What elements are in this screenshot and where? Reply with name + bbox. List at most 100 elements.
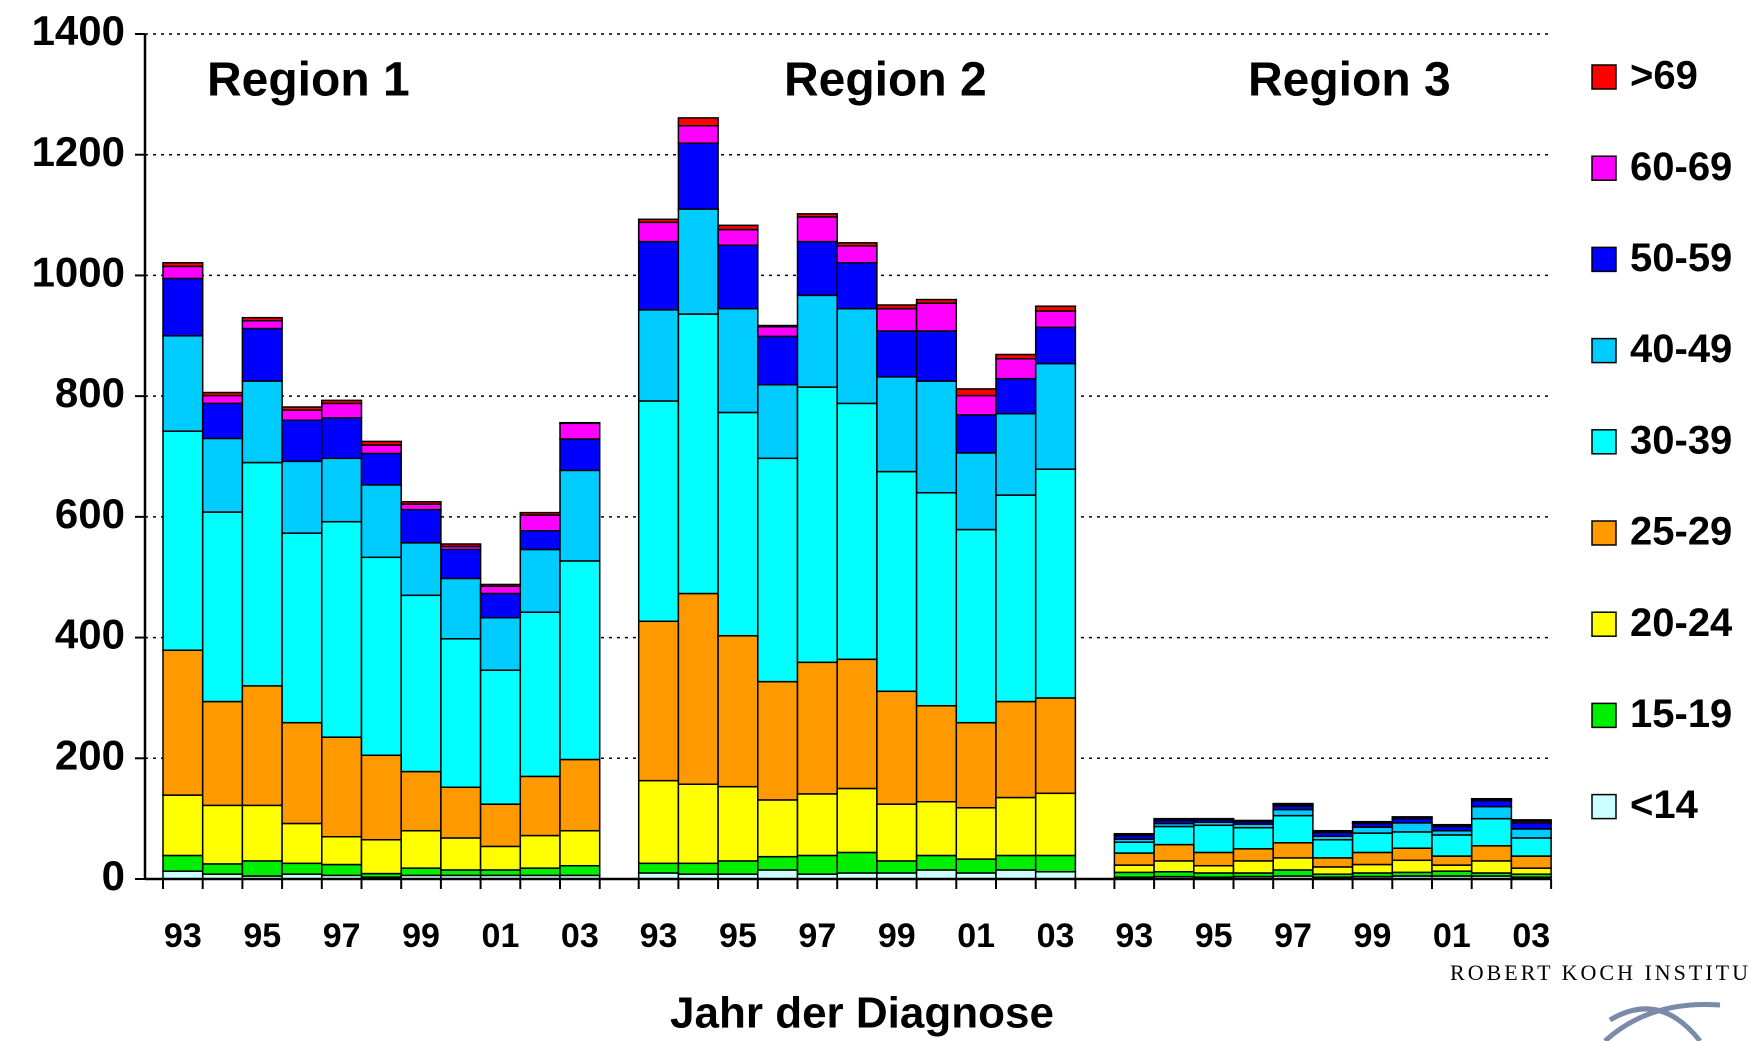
x-tick-label: 93 bbox=[164, 917, 202, 955]
bar-segment bbox=[757, 799, 799, 858]
bar-segment bbox=[796, 386, 838, 664]
bar-segment bbox=[201, 804, 244, 865]
bar-segment bbox=[201, 437, 244, 513]
bar-segment bbox=[915, 854, 958, 871]
bar-segment bbox=[1391, 859, 1433, 874]
bar-segment bbox=[637, 862, 680, 874]
legend-label: 60-69 bbox=[1630, 145, 1732, 189]
bar-segment bbox=[201, 402, 244, 440]
x-tick-label: 97 bbox=[798, 917, 836, 955]
bar-segment bbox=[796, 294, 838, 388]
bar-segment bbox=[1351, 863, 1394, 874]
bar-segment bbox=[1113, 841, 1155, 854]
bar-segment bbox=[1351, 851, 1394, 866]
bar-segment bbox=[1312, 839, 1354, 859]
y-tick-label: 800 bbox=[55, 369, 125, 416]
bar-segment bbox=[1232, 819, 1274, 822]
bar-segment bbox=[1153, 817, 1195, 821]
bar-segment bbox=[519, 548, 561, 613]
bar-segment bbox=[241, 316, 283, 322]
bar-segment bbox=[479, 592, 522, 619]
bar-segment bbox=[836, 245, 878, 264]
bar-segment bbox=[757, 855, 799, 871]
bar-segment bbox=[1510, 855, 1552, 869]
bar-segment bbox=[479, 845, 522, 871]
bar-segment bbox=[1312, 857, 1354, 868]
bar-segment bbox=[241, 380, 283, 464]
bar-segment bbox=[201, 863, 244, 875]
legend-swatch bbox=[1591, 429, 1617, 455]
legend-label: 40-49 bbox=[1630, 327, 1732, 371]
bar-segment bbox=[1034, 854, 1077, 873]
bar-segment bbox=[717, 228, 759, 247]
bar-segment bbox=[201, 394, 244, 405]
bar-segment bbox=[162, 335, 204, 432]
legend-label: 50-59 bbox=[1630, 236, 1732, 280]
bar-segment bbox=[796, 216, 838, 243]
bar-segment bbox=[559, 758, 601, 832]
bar-segment bbox=[836, 262, 878, 310]
legend-swatch bbox=[1591, 64, 1617, 90]
bar-segment bbox=[281, 409, 323, 422]
bar-segment bbox=[360, 452, 402, 486]
bar-segment bbox=[876, 376, 918, 473]
bar-segment bbox=[995, 869, 1037, 880]
bar-segment bbox=[677, 117, 719, 127]
bar-segment bbox=[757, 335, 799, 386]
logo-mark bbox=[1603, 1001, 1721, 1041]
bar-segment bbox=[1034, 310, 1077, 329]
bar-segment bbox=[321, 402, 363, 419]
bar-segment bbox=[995, 412, 1037, 496]
bar-segment bbox=[637, 309, 680, 402]
bar-segment bbox=[1113, 832, 1155, 836]
bar-segment bbox=[360, 484, 402, 559]
x-tick-label: 99 bbox=[1354, 917, 1392, 955]
bar-segment bbox=[321, 399, 363, 405]
bar-segment bbox=[717, 635, 759, 788]
bar-segment bbox=[1431, 855, 1473, 866]
x-tick-label: 99 bbox=[878, 917, 916, 955]
bar-segment bbox=[400, 594, 442, 773]
bar-segment bbox=[1193, 851, 1235, 867]
bar-segment bbox=[1470, 817, 1513, 847]
bar-segment bbox=[559, 864, 601, 877]
y-tick-label: 600 bbox=[55, 490, 125, 537]
legend-label: 30-39 bbox=[1630, 418, 1732, 462]
bar-segment bbox=[836, 402, 878, 661]
bar-segment bbox=[1272, 857, 1314, 871]
bar-segment bbox=[915, 380, 958, 494]
legend-swatch bbox=[1591, 520, 1617, 546]
bar-segment bbox=[1470, 805, 1513, 820]
bar-segment bbox=[796, 661, 838, 795]
x-tick-label: 95 bbox=[243, 917, 281, 955]
x-tick-label: 99 bbox=[402, 917, 440, 955]
bar-segment bbox=[1272, 842, 1314, 859]
bar-segment bbox=[360, 556, 402, 757]
bar-segment bbox=[796, 213, 838, 218]
bar-segment bbox=[955, 721, 997, 809]
bar-segment bbox=[241, 685, 283, 807]
bar-segment bbox=[1193, 817, 1235, 820]
bar-segment bbox=[241, 860, 283, 877]
bar-segment bbox=[955, 858, 997, 874]
bar-segment bbox=[677, 783, 719, 865]
bar-segment bbox=[281, 862, 323, 875]
bar-segment bbox=[1193, 864, 1235, 874]
bar-segment bbox=[915, 705, 958, 803]
x-tick-label: 01 bbox=[957, 917, 995, 955]
bar-segment bbox=[915, 800, 958, 857]
bar-segment bbox=[1272, 808, 1314, 817]
bar-segment bbox=[637, 779, 680, 865]
bar-segment bbox=[241, 319, 283, 330]
bar-segment bbox=[955, 388, 997, 397]
bar-segment bbox=[995, 494, 1037, 703]
bar-segment bbox=[1034, 697, 1077, 795]
bar-segment bbox=[876, 307, 918, 332]
x-tick-label: 01 bbox=[1433, 917, 1471, 955]
bar-segment bbox=[1431, 834, 1473, 857]
bar-segment bbox=[479, 583, 522, 588]
bar-segment bbox=[162, 265, 204, 280]
bar-segment bbox=[757, 383, 799, 460]
bar-segment bbox=[281, 406, 323, 411]
bar-segment bbox=[440, 837, 482, 871]
